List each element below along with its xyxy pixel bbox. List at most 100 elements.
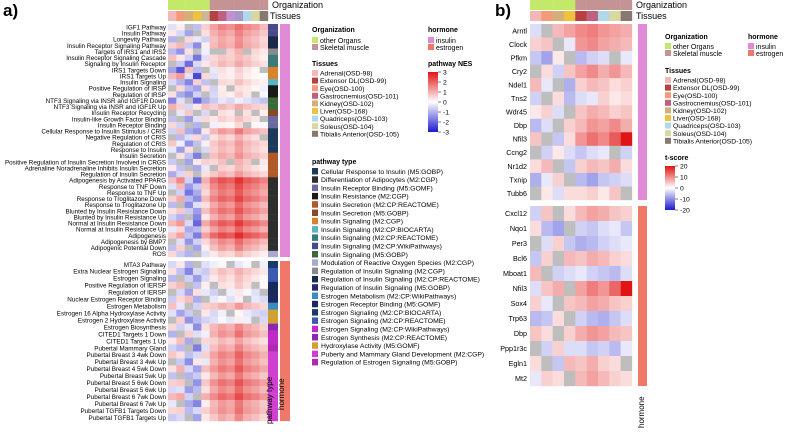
heatmap-cell <box>184 60 194 68</box>
legend-tissue-label: Extensor DL(OSD-99) <box>673 85 739 92</box>
heatmap-cell <box>226 244 235 252</box>
heatmap-cell <box>192 400 202 408</box>
heatmap-cell <box>234 152 244 160</box>
heatmap-cell <box>597 371 610 387</box>
heatmap-cell <box>176 171 185 178</box>
heatmap-cell <box>226 36 235 43</box>
heatmap-cell <box>217 60 227 68</box>
heatmap-cell <box>168 302 177 310</box>
heatmap-cell <box>234 128 244 135</box>
heatmap-cell <box>597 51 610 65</box>
heatmap-cell <box>541 311 553 327</box>
heatmap-cell <box>184 73 194 80</box>
heatmap-cell <box>184 365 194 373</box>
legend-tissue-label: Soleus(OSD-104) <box>320 124 374 131</box>
legend-pathway-type-swatch <box>312 201 318 208</box>
heatmap-cell <box>168 232 177 239</box>
heatmap-cell <box>530 118 542 133</box>
heatmap-cell <box>563 341 576 357</box>
row-label: Insulin Receptor Signaling Cascade <box>66 55 166 62</box>
heatmap-cell <box>184 66 194 74</box>
legend-tissue-swatch <box>665 77 671 83</box>
row-label: Pubertal Mammary Gland <box>94 345 166 352</box>
heatmap-cell <box>168 250 177 258</box>
panel-a-organization-header: Organization <box>272 0 323 10</box>
heatmap-cell <box>234 189 244 196</box>
heatmap-cell <box>620 51 633 65</box>
heatmap-cell <box>242 407 252 415</box>
row-label: IGF1 Pathway <box>126 24 167 31</box>
panel-a-letter: a) <box>3 1 18 20</box>
heatmap-cell <box>168 152 177 160</box>
heatmap-cell <box>201 207 210 215</box>
heatmap-cell <box>209 365 219 373</box>
row-label: Blunted by Insulin Resistance Up <box>74 214 167 221</box>
pathway-type-cell <box>268 330 278 338</box>
tissue-cell <box>168 11 177 21</box>
heatmap-cell <box>234 36 244 43</box>
heatmap-cell <box>609 37 621 52</box>
heatmap-cell <box>242 66 252 74</box>
heatmap-cell <box>176 24 185 31</box>
heatmap-cell <box>586 251 599 267</box>
heatmap-cell <box>226 309 235 317</box>
heatmap-cell <box>575 132 587 147</box>
heatmap-cell <box>242 140 252 147</box>
heatmap-cell <box>251 407 260 415</box>
heatmap-cell <box>209 30 219 37</box>
heatmap-cell <box>226 281 235 290</box>
heatmap-cell <box>176 85 185 92</box>
heatmap-cell <box>242 220 252 227</box>
heatmap-cell <box>242 386 252 394</box>
heatmap-cell <box>209 250 219 258</box>
heatmap-cell <box>234 232 244 239</box>
heatmap-cell <box>209 66 219 74</box>
heatmap-cell <box>242 261 252 269</box>
legend-hormone-insulin-label: insulin <box>436 38 456 45</box>
heatmap-cell <box>609 221 621 237</box>
heatmap-cell <box>242 171 252 178</box>
heatmap-cell <box>226 30 235 37</box>
heatmap-cell <box>168 316 177 324</box>
heatmap-cell <box>192 309 202 317</box>
heatmap-cell <box>620 132 633 147</box>
org-cell <box>201 0 210 10</box>
heatmap-cell <box>563 78 576 92</box>
heatmap-cell <box>217 302 227 310</box>
heatmap-cell <box>184 226 194 233</box>
row-label: Insulin Secretion <box>119 153 166 160</box>
heatmap-cell <box>201 358 210 366</box>
heatmap-cell <box>251 238 260 245</box>
heatmap-cell <box>201 73 210 80</box>
row-label: Pubertal Breast 3 4wk Up <box>95 359 167 366</box>
heatmap-cell <box>609 311 621 327</box>
row-label: Tns2 <box>511 94 527 103</box>
heatmap-cell <box>201 250 210 258</box>
heatmap-cell <box>226 365 235 373</box>
nes-tick-label: -1 <box>443 109 449 116</box>
heatmap-cell <box>209 316 219 324</box>
heatmap-cell <box>217 358 227 366</box>
heatmap-cell <box>226 358 235 366</box>
legend-tissue-swatch <box>312 77 318 84</box>
heatmap-cell <box>168 358 177 366</box>
heatmap-cell <box>234 267 244 276</box>
heatmap-cell <box>168 337 177 345</box>
heatmap-cell <box>192 372 202 380</box>
panel-b-row-labels: Arntl Clock Pfkm Cry2 Ndel1 Tns2 Wdr45 Dbp Nfil3… <box>500 26 527 383</box>
heatmap-cell <box>251 386 260 394</box>
heatmap-cell <box>209 115 219 123</box>
heatmap-cell <box>209 220 219 227</box>
legend-pathway-type-swatch <box>312 325 318 333</box>
heatmap-cell <box>184 386 194 394</box>
heatmap-cell <box>184 177 194 184</box>
heatmap-cell <box>234 165 244 172</box>
heatmap-cell <box>597 341 610 357</box>
org-cell <box>541 0 553 10</box>
heatmap-cell <box>176 379 185 387</box>
heatmap-cell <box>209 85 219 92</box>
heatmap-cell <box>192 274 202 283</box>
heatmap-cell <box>259 261 269 269</box>
heatmap-cell <box>184 309 194 317</box>
